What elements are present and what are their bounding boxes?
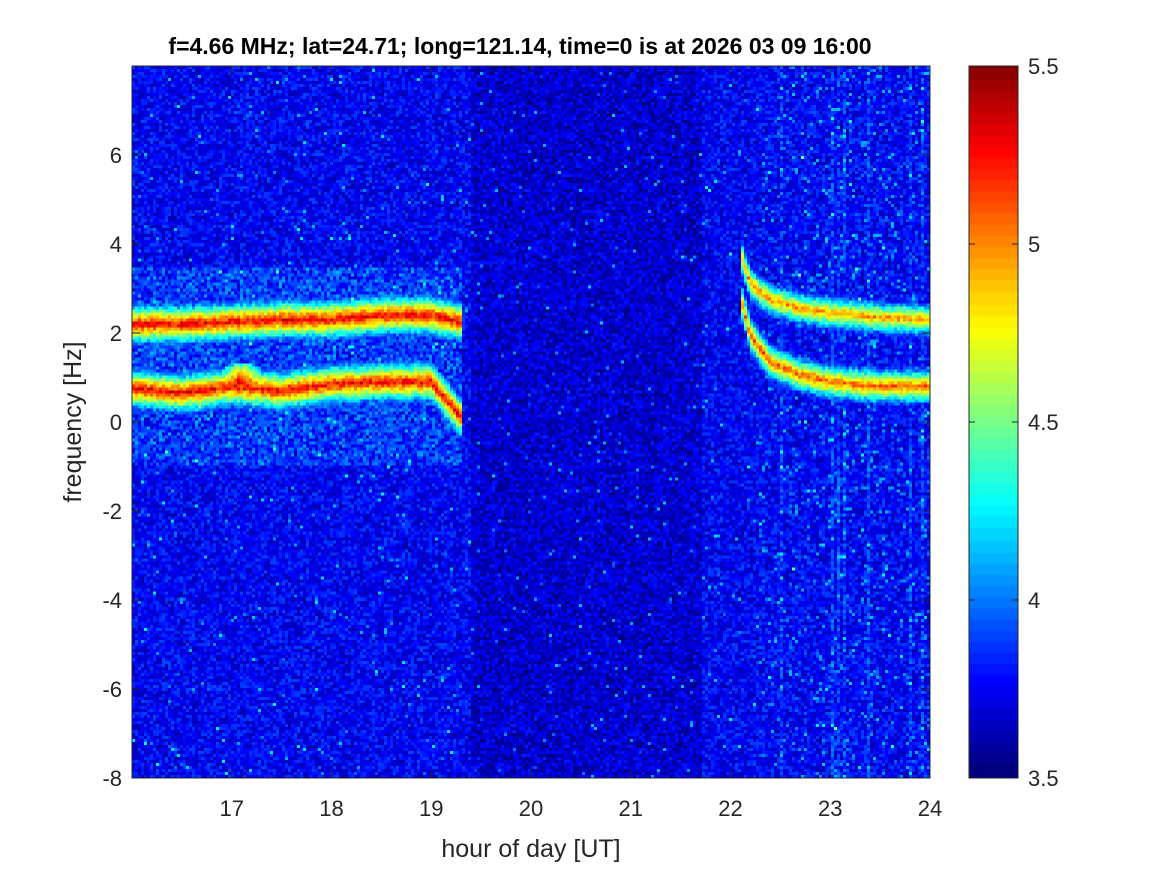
x-tick-label: 22 [718, 796, 742, 821]
colorbar-tick-label: 5.5 [1028, 54, 1059, 79]
x-tick-label: 20 [519, 796, 543, 821]
y-tick-label: 6 [110, 143, 122, 168]
y-tick-label: -6 [102, 677, 122, 702]
x-tick-label: 19 [419, 796, 443, 821]
y-tick-label: 0 [110, 410, 122, 435]
y-tick-label: -8 [102, 766, 122, 791]
x-tick-label: 24 [918, 796, 942, 821]
colorbar-tick-label: 4 [1028, 588, 1040, 613]
colorbar-gradient [969, 66, 1018, 778]
y-tick-label: 4 [110, 232, 122, 257]
colorbar-tick-label: 5 [1028, 232, 1040, 257]
x-tick-label: 23 [818, 796, 842, 821]
x-tick-label: 17 [220, 796, 244, 821]
y-axis-label: frequency [Hz] [59, 341, 87, 502]
x-axis: 17 18 19 20 21 22 23 24 [220, 66, 942, 821]
y-tick-label: -2 [102, 499, 122, 524]
y-tick-label: -4 [102, 588, 122, 613]
chart-title: f=4.66 MHz; lat=24.71; long=121.14, time… [168, 33, 871, 59]
spectrogram-heatmap [132, 66, 930, 778]
plot-area [131, 65, 931, 779]
x-tick-label: 21 [619, 796, 643, 821]
x-axis-label: hour of day [UT] [441, 835, 620, 863]
colorbar-tick-label: 4.5 [1028, 410, 1059, 435]
x-tick-label: 18 [319, 796, 343, 821]
colorbar-tick-label: 3.5 [1028, 766, 1059, 791]
colorbar: 3.5 4 4.5 5 5.5 [968, 54, 1059, 791]
y-axis: -8 -6 -4 -2 0 2 4 6 [102, 143, 930, 791]
colorbar-ticks: 3.5 4 4.5 5 5.5 [969, 54, 1059, 791]
y-tick-label: 2 [110, 321, 122, 346]
